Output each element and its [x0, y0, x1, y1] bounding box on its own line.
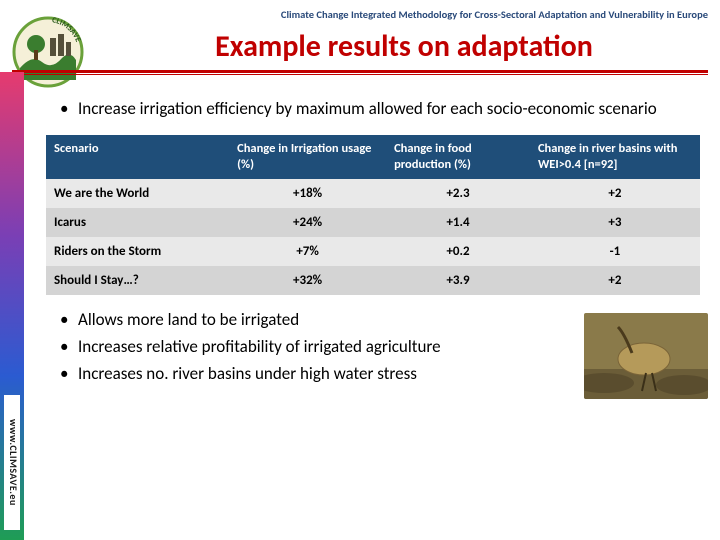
cell-food: +0.2: [386, 237, 530, 266]
lower-bullet: • Increases relative profitability of ir…: [60, 336, 556, 357]
bullet-dot-icon: •: [60, 98, 78, 119]
cell-basins: +3: [530, 208, 700, 237]
intro-bullet-text: Increase irrigation efficiency by maximu…: [78, 98, 657, 119]
lower-bullet: • Allows more land to be irrigated: [60, 309, 556, 330]
cell-basins: -1: [530, 237, 700, 266]
table-row: Riders on the Storm +7% +0.2 -1: [46, 237, 700, 266]
main-content: • Increase irrigation efficiency by maxi…: [36, 92, 710, 390]
cell-irrigation: +7%: [229, 237, 386, 266]
bird-photo: [584, 313, 708, 399]
col-basins: Change in river basins with WEI>0.4 [n=9…: [530, 135, 700, 178]
lower-bullet-text: Allows more land to be irrigated: [78, 309, 299, 330]
cell-scenario: Should I Stay…?: [46, 266, 229, 295]
header-subtitle: Climate Change Integrated Methodology fo…: [100, 8, 708, 21]
cell-food: +3.9: [386, 266, 530, 295]
results-table-wrap: Scenario Change in Irrigation usage (%) …: [46, 135, 700, 294]
bullet-dot-icon: •: [60, 309, 78, 330]
cell-food: +2.3: [386, 179, 530, 208]
table-header-row: Scenario Change in Irrigation usage (%) …: [46, 135, 700, 178]
cell-scenario: Riders on the Storm: [46, 237, 229, 266]
side-url: www.CLIMSAVE.eu: [4, 395, 20, 530]
cell-irrigation: +32%: [229, 266, 386, 295]
page-title: Example results on adaptation: [100, 28, 708, 65]
lower-bullet-text: Increases relative profitability of irri…: [78, 336, 441, 357]
bullet-dot-icon: •: [60, 336, 78, 357]
lower-bullet-text: Increases no. river basins under high wa…: [78, 363, 417, 384]
col-food: Change in food production (%): [386, 135, 530, 178]
bullet-dot-icon: •: [60, 363, 78, 384]
col-scenario: Scenario: [46, 135, 229, 178]
table-row: We are the World +18% +2.3 +2: [46, 179, 700, 208]
table-row: Should I Stay…? +32% +3.9 +2: [46, 266, 700, 295]
cell-irrigation: +24%: [229, 208, 386, 237]
table-row: Icarus +24% +1.4 +3: [46, 208, 700, 237]
cell-scenario: We are the World: [46, 179, 229, 208]
cell-food: +1.4: [386, 208, 530, 237]
intro-bullet: • Increase irrigation efficiency by maxi…: [60, 98, 710, 119]
cell-basins: +2: [530, 266, 700, 295]
cell-scenario: Icarus: [46, 208, 229, 237]
lower-bullets: • Allows more land to be irrigated • Inc…: [36, 309, 556, 385]
lower-section: • Allows more land to be irrigated • Inc…: [36, 309, 710, 385]
col-irrigation: Change in Irrigation usage (%): [229, 135, 386, 178]
results-table: Scenario Change in Irrigation usage (%) …: [46, 135, 700, 294]
cell-basins: +2: [530, 179, 700, 208]
cell-irrigation: +18%: [229, 179, 386, 208]
lower-bullet: • Increases no. river basins under high …: [60, 363, 556, 384]
title-underline: [12, 70, 708, 75]
